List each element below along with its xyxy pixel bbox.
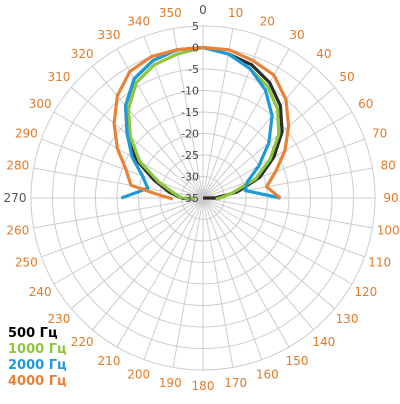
grid-spoke [172,197,204,368]
grid-spoke [33,197,204,229]
legend-label-2000: 2000 Гц [8,358,67,373]
grid-spoke [202,197,336,309]
radial-tick-label: -20 [181,128,199,141]
angle-tick-label: 100 [377,224,400,238]
angle-tick-label: 0 [199,3,207,17]
series-layer [112,45,291,201]
grid-spoke [202,65,314,199]
angle-tick-label: 310 [48,70,71,84]
angle-tick-label: 330 [98,28,121,42]
legend-label-500: 500 Гц [8,326,58,341]
radial-tick-label: -10 [181,85,199,98]
angle-tick-label: 320 [71,47,94,61]
label-layer: 0 102030405060708090100110120130140150160… [4,3,400,393]
angle-tick-label: 210 [98,354,121,368]
grid-spoke [41,197,204,258]
legend-item-1000: 1000 Гц [8,342,67,358]
grid-spoke [202,111,353,199]
grid-spoke [202,138,365,199]
angle-tick-label: 40 [316,47,331,61]
angle-tick-label: 20 [260,14,275,28]
grid-spoke [53,111,204,199]
grid-spoke [202,197,365,258]
angle-tick-label: 50 [339,70,354,84]
angle-tick-label: 180 [192,379,215,393]
radial-tick-label: 0 [192,42,199,55]
angle-tick-label: 70 [372,127,387,141]
angle-tick-label: 10 [228,6,243,20]
angle-tick-label: 150 [286,354,309,368]
grid-spoke [202,197,263,360]
grid-spoke [116,197,204,348]
angle-tick-label: 90 [383,191,398,205]
legend-item-4000: 4000 Гц [8,374,67,390]
angle-tick-label: 260 [6,224,29,238]
grid-spoke [172,28,204,199]
angle-tick-label: 250 [15,255,38,269]
grid-spoke [53,197,204,285]
angle-tick-label: 60 [358,97,373,111]
grid-spoke [70,87,204,199]
radial-tick-label: -35 [181,192,199,205]
angle-tick-label: 190 [159,376,182,390]
angle-tick-label: 270 [4,191,27,205]
legend-label-4000: 4000 Гц [8,374,67,389]
radial-tick-label: -15 [181,106,199,119]
angle-tick-label: 170 [224,376,247,390]
angle-tick-label: 80 [381,158,396,172]
legend-label-1000: 1000 Гц [8,342,67,357]
angle-tick-label: 130 [336,312,359,326]
angle-tick-label: 200 [127,368,150,382]
grid-spoke [41,138,204,199]
radial-tick-label: -30 [181,171,199,184]
grid-spoke [202,197,234,368]
legend-item-2000: 2000 Гц [8,358,67,374]
grid-spoke [92,197,204,331]
angle-tick-label: 120 [354,285,377,299]
radial-tick-label: 5 [192,20,199,33]
angle-tick-label: 110 [368,255,391,269]
angle-tick-label: 140 [312,335,335,349]
grid-spoke [202,197,373,229]
angle-tick-label: 220 [71,335,94,349]
grid-spoke [202,197,290,348]
grid-spoke [202,28,234,199]
radial-tick-label: -25 [181,149,199,162]
angle-tick-label: 30 [289,28,304,42]
legend-item-500: 500 Гц [8,326,67,342]
grid-spoke [116,48,204,199]
radial-tick-label: -5 [188,63,199,76]
angle-tick-label: 350 [159,6,182,20]
angle-tick-label: 160 [256,368,279,382]
angle-tick-label: 230 [48,312,71,326]
grid-layer [30,25,376,371]
series-line-3 [112,45,291,201]
legend: 500 Гц 1000 Гц 2000 Гц 4000 Гц [8,326,67,390]
grid-spoke [70,197,204,309]
grid-spoke [92,65,204,199]
angle-tick-label: 340 [127,14,150,28]
angle-tick-label: 280 [6,158,29,172]
angle-tick-label: 300 [29,97,52,111]
grid-spoke [143,197,204,360]
angle-tick-label: 290 [15,127,38,141]
grid-spoke [202,197,314,331]
angle-tick-label: 240 [29,285,52,299]
grid-spoke [202,197,353,285]
